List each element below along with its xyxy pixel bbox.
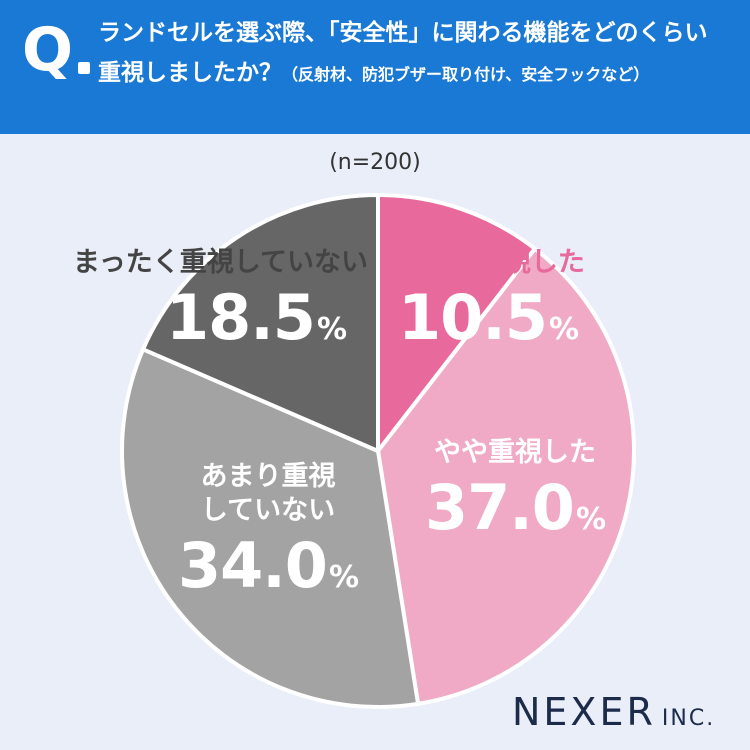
sample-size-label: (n=200) xyxy=(329,150,421,175)
logo-suffix: INC. xyxy=(661,706,716,731)
slice-value-very-important: 10.5% xyxy=(398,280,585,368)
question-sub: （反射材、防犯ブザー取り付け、安全フックなど） xyxy=(282,65,650,84)
slice-value-not-at-all-important: 18.5% xyxy=(38,280,368,368)
q-dot-decoration xyxy=(78,62,90,74)
slice-value-number: 18.5 xyxy=(165,281,316,354)
question-main: ランドセルを選ぶ際、「安全性」に関わる機能をどのくらい重視しましたか？ xyxy=(98,20,708,86)
percent-sign: % xyxy=(316,312,347,347)
pie-slice-not-at-all-important xyxy=(141,193,380,453)
slice-value-number: 37.0 xyxy=(424,471,575,544)
slice-value-number: 34.0 xyxy=(177,529,328,602)
pie-slice-somewhat-important xyxy=(376,246,636,706)
pie-slice-not-very-important xyxy=(120,347,421,709)
slice-label-somewhat-important: やや重視した 37.0% xyxy=(410,436,620,558)
slice-label-not-very-important: あまり重視 していない 34.0% xyxy=(168,460,368,616)
logo-main: NEXER xyxy=(512,690,656,734)
percent-sign: % xyxy=(575,502,606,537)
slice-category-not-very-important-line1: あまり重視 xyxy=(200,461,336,492)
question-text: ランドセルを選ぶ際、「安全性」に関わる機能をどのくらい重視しましたか？（反射材、… xyxy=(98,14,728,94)
pie-slice-very-important xyxy=(376,193,537,453)
slice-value-not-very-important: 34.0% xyxy=(168,528,368,616)
q-mark: Q xyxy=(22,15,73,85)
slice-category-very-important: とても重視した xyxy=(398,247,585,278)
slice-label-very-important: とても重視した 10.5% xyxy=(398,246,585,368)
slice-value-somewhat-important: 37.0% xyxy=(410,470,620,558)
slice-label-not-at-all-important: まったく重視していない 18.5% xyxy=(38,246,368,368)
question-header: Q ランドセルを選ぶ際、「安全性」に関わる機能をどのくらい重視しましたか？（反射… xyxy=(0,0,750,134)
percent-sign: % xyxy=(328,560,359,595)
slice-category-not-at-all-important: まったく重視していない xyxy=(72,247,368,278)
slice-category-not-very-important-line2: していない xyxy=(200,495,336,526)
percent-sign: % xyxy=(548,312,579,347)
nexer-logo: NEXER INC. xyxy=(512,690,715,734)
slice-value-number: 10.5 xyxy=(398,281,548,354)
slice-category-somewhat-important: やや重視した xyxy=(434,437,596,468)
